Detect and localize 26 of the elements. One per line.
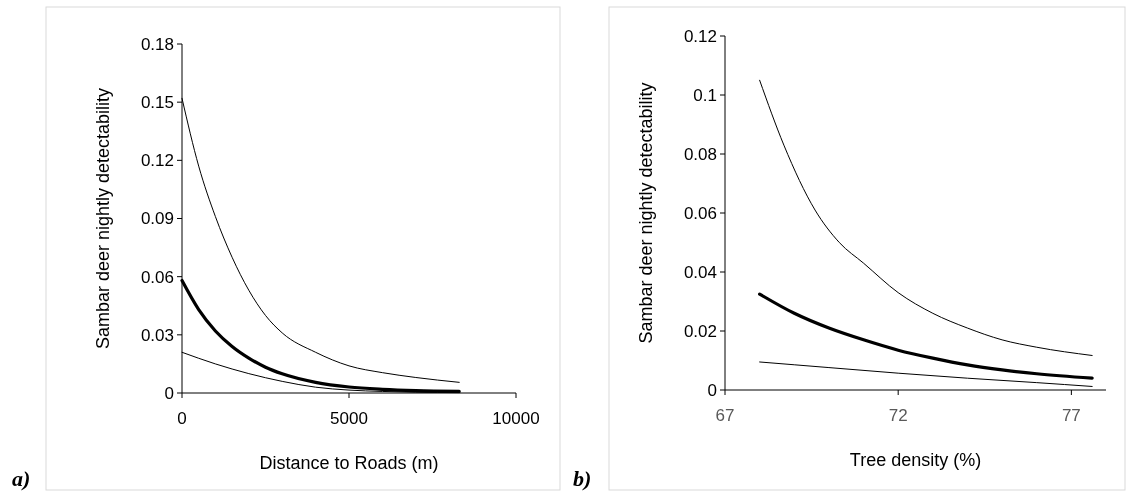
y-tick-label: 0 — [707, 380, 717, 400]
x-tick-label: 10000 — [492, 409, 540, 428]
y-tick-label: 0.06 — [140, 267, 174, 287]
x-tick-label: 0 — [177, 409, 187, 428]
x-tick-label: 5000 — [330, 409, 368, 428]
text: a) — [12, 466, 31, 491]
text: b) — [573, 466, 592, 491]
y-axis-title: Sambar deer nightly detectability — [636, 82, 656, 344]
y-tick-label: 0.09 — [140, 209, 174, 229]
y-tick-label: 0.12 — [683, 26, 717, 46]
y-tick-label: 0.03 — [140, 325, 174, 345]
x-tick-label: 67 — [715, 406, 735, 425]
y-axis-title: Sambar deer nightly detectability — [93, 87, 113, 350]
y-tick-label: 0.1 — [693, 85, 717, 105]
x-tick-label: 72 — [888, 406, 908, 425]
y-tick-label: 0.15 — [140, 93, 174, 113]
y-tick-label: 0.12 — [140, 151, 174, 171]
y-tick-label: 0 — [164, 383, 174, 403]
y-tick-label: 0.18 — [140, 34, 174, 54]
x-axis-title: Distance to Roads (m) — [259, 453, 439, 473]
y-tick-label: 0.06 — [683, 203, 717, 223]
x-tick-label: 77 — [1061, 406, 1081, 425]
y-tick-label: 0.04 — [683, 262, 717, 282]
x-axis-title: Tree density (%) — [849, 450, 982, 470]
y-tick-label: 0.08 — [683, 144, 717, 164]
y-tick-label: 0.02 — [683, 321, 717, 341]
